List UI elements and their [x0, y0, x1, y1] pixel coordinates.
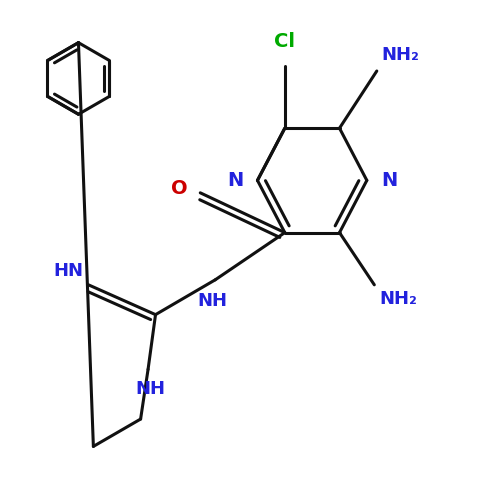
Text: NH: NH — [198, 292, 228, 310]
Text: Cl: Cl — [274, 32, 295, 51]
Text: NH₂: NH₂ — [380, 290, 417, 308]
Text: NH₂: NH₂ — [382, 46, 420, 64]
Text: N: N — [228, 171, 244, 190]
Text: HN: HN — [54, 262, 84, 280]
Text: O: O — [171, 180, 188, 199]
Text: N: N — [381, 171, 397, 190]
Text: NH: NH — [136, 380, 166, 398]
